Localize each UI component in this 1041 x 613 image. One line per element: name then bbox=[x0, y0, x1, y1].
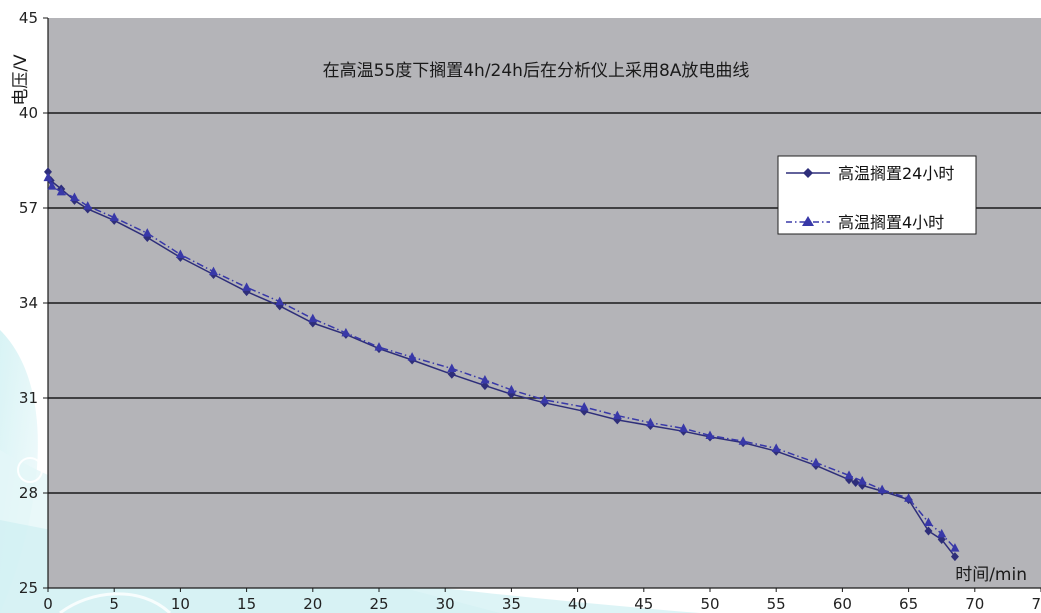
data-point bbox=[645, 417, 655, 427]
data-point bbox=[308, 313, 318, 323]
data-point bbox=[579, 402, 589, 411]
data-point bbox=[142, 228, 152, 237]
data-point bbox=[83, 201, 93, 210]
data-point bbox=[341, 327, 351, 337]
data-point bbox=[612, 410, 622, 420]
data-point bbox=[374, 342, 384, 351]
data-point bbox=[175, 249, 185, 259]
x-tick-label: 20 bbox=[303, 595, 322, 613]
x-tick-label: 10 bbox=[171, 595, 190, 613]
data-point bbox=[705, 430, 715, 440]
x-tick-label: 5 bbox=[109, 595, 119, 613]
data-point bbox=[877, 484, 887, 494]
legend-marker-4h bbox=[802, 216, 814, 226]
data-point bbox=[480, 374, 490, 384]
data-point bbox=[738, 436, 748, 445]
y-tick-label: 57 bbox=[19, 199, 38, 217]
data-point bbox=[679, 423, 689, 432]
y-axis-ticks: 25 28 31 34 57 40 45 bbox=[19, 9, 1041, 597]
data-point bbox=[56, 186, 66, 196]
data-point bbox=[950, 552, 959, 562]
data-point bbox=[771, 443, 781, 452]
data-point bbox=[950, 543, 960, 552]
data-point bbox=[904, 493, 914, 502]
chart-title: 在高温55度下搁置4h/24h后在分析仪上采用8A放电曲线 bbox=[323, 61, 750, 81]
legend-label-4h: 高温搁置4小时 bbox=[838, 213, 944, 232]
data-point bbox=[44, 167, 52, 177]
y-tick-label: 40 bbox=[19, 104, 38, 122]
data-point bbox=[540, 394, 549, 404]
legend-label-24h: 高温搁置24小时 bbox=[838, 164, 954, 183]
data-point bbox=[857, 476, 867, 485]
data-point bbox=[43, 172, 53, 182]
x-tick-label: 25 bbox=[369, 595, 388, 613]
data-point bbox=[47, 181, 57, 190]
data-point bbox=[209, 266, 218, 276]
x-tick-label: 35 bbox=[502, 595, 521, 613]
y-tick-label: 45 bbox=[19, 9, 38, 27]
series-line bbox=[47, 177, 956, 549]
data-point bbox=[923, 517, 933, 526]
series-1 bbox=[43, 172, 960, 552]
data-point bbox=[937, 528, 947, 538]
x-tick-label: 75 bbox=[1031, 595, 1041, 613]
x-tick-label: 60 bbox=[833, 595, 852, 613]
x-axis-title: 时间/min bbox=[955, 565, 1027, 585]
x-tick-label: 70 bbox=[965, 595, 984, 613]
data-point bbox=[506, 384, 516, 394]
y-axis-title: 电压/V bbox=[11, 54, 31, 106]
y-tick-label: 25 bbox=[19, 579, 38, 597]
x-tick-label: 50 bbox=[700, 595, 719, 613]
data-point bbox=[811, 457, 821, 467]
data-point bbox=[109, 212, 119, 221]
x-tick-label: 15 bbox=[237, 595, 256, 613]
x-tick-label: 30 bbox=[436, 595, 455, 613]
data-point bbox=[851, 478, 860, 488]
legend: 高温搁置24小时 高温搁置4小时 bbox=[777, 155, 977, 235]
x-tick-label: 65 bbox=[899, 595, 918, 613]
y-tick-label: 28 bbox=[19, 484, 38, 502]
x-tick-label: 55 bbox=[767, 595, 786, 613]
data-point bbox=[407, 352, 417, 361]
data-point bbox=[447, 363, 457, 373]
x-tick-label: 40 bbox=[568, 595, 587, 613]
x-axis-ticks: 0 5 10 15 20 25 30 35 40 45 50 55 60 65 70 75 bbox=[43, 588, 1041, 613]
data-point bbox=[242, 282, 252, 291]
data-point bbox=[69, 192, 79, 202]
series-layer bbox=[43, 167, 960, 562]
x-tick-label: 45 bbox=[634, 595, 653, 613]
y-tick-label: 31 bbox=[19, 389, 38, 407]
y-tick-label: 34 bbox=[19, 294, 38, 312]
data-point bbox=[844, 470, 854, 479]
data-point bbox=[924, 526, 933, 536]
legend-marker-24h bbox=[803, 168, 813, 178]
x-tick-label: 0 bbox=[43, 595, 53, 613]
data-point bbox=[275, 296, 285, 306]
